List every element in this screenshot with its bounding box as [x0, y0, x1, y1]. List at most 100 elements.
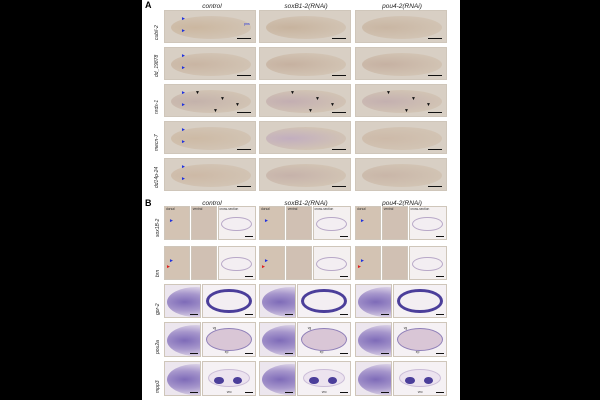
worm-body: [262, 325, 295, 356]
arrowhead-icon: ▼: [220, 96, 225, 102]
scale-bar: [244, 275, 253, 277]
dorsal-image: ► ►: [164, 246, 190, 280]
cross-section-image: [392, 284, 447, 318]
vg-label: vg: [403, 326, 408, 330]
scale-bar: [380, 391, 389, 393]
eye-arrow-icon: ►: [264, 218, 269, 224]
dorsal-image: [164, 322, 201, 357]
worm-body: [266, 127, 346, 150]
cross-section-image: vnc: [201, 361, 256, 396]
panel-b-row-label-text: pou2a: [155, 340, 161, 354]
eye-arrow-icon: ►: [181, 139, 186, 145]
dorsal-image: [259, 284, 296, 318]
cross-section-image: vg ep: [201, 322, 256, 357]
scale-bar: [332, 185, 346, 187]
dorsal-image: ► ►: [355, 246, 381, 280]
ep-label: ep: [224, 350, 229, 354]
cross-section-image: cross-section: [312, 206, 351, 240]
scale-bar: [339, 275, 348, 277]
cross-section-label: cross-section: [219, 207, 239, 211]
dorsal-image: ► ►: [259, 246, 285, 280]
scale-bar: [339, 391, 348, 393]
ventral-label: ventral: [287, 207, 298, 211]
nerve-cord-left: [309, 376, 319, 385]
worm-body: [266, 16, 346, 39]
panel-a-image: ► ►: [164, 121, 256, 154]
nerve-cord-right: [233, 376, 243, 385]
dorsal-image: [355, 284, 392, 318]
dorsal-image: [355, 322, 392, 357]
eye-arrow-icon: ►: [181, 102, 186, 108]
scale-bar: [435, 313, 444, 315]
scale-bar: [435, 391, 444, 393]
scale-bar: [435, 275, 444, 277]
cross-section-image: vnc: [296, 361, 351, 396]
vg-label: vg: [307, 326, 312, 330]
panel-label-a: A: [145, 0, 152, 10]
worm-body: [171, 53, 251, 76]
panel-a-column-soxb1: soxB1-2(RNAi): [284, 3, 328, 10]
eye-arrow-icon: ►: [181, 176, 186, 182]
eye-arrow-icon: ►: [181, 164, 186, 170]
scale-bar: [332, 148, 346, 150]
scale-bar: [428, 111, 442, 113]
eye-arrow-icon: ►: [360, 258, 365, 264]
dorsal-label: dorsal: [357, 207, 366, 211]
cross-section-label: cross-section: [410, 207, 430, 211]
scale-bar: [284, 391, 293, 393]
scale-bar: [237, 185, 251, 187]
scale-bar: [435, 235, 444, 237]
worm-body: [171, 16, 251, 39]
panel-b-column-soxb1: soxB1-2(RNAi): [284, 200, 328, 207]
panel-a-image: ► ►: [164, 47, 256, 80]
panel-b-column-pou4: pou4-2(RNAi): [382, 200, 422, 207]
panel-a-image: [259, 121, 351, 154]
nerve-cord-right: [424, 376, 434, 385]
dorsal-image: [259, 361, 296, 396]
dorsal-image: [259, 322, 296, 357]
eye-arrow-icon: ►: [181, 127, 186, 133]
scale-bar: [332, 74, 346, 76]
panel-a-image: [355, 10, 447, 43]
pns-label: pns: [244, 22, 250, 26]
ventral-image: [381, 246, 408, 280]
scale-bar: [339, 235, 348, 237]
arrowhead-icon: ▼: [290, 90, 295, 96]
dorsal-image: dorsal ►: [259, 206, 285, 240]
eye-arrow-icon: ►: [169, 258, 174, 264]
cross-section-image: [408, 246, 447, 280]
cross-section-outline: [205, 288, 252, 314]
vg-label: vg: [212, 326, 217, 330]
arrowhead-icon: ▼: [213, 108, 218, 114]
worm-body: [167, 325, 200, 356]
scale-bar: [380, 313, 389, 315]
nerve-cord-left: [214, 376, 224, 385]
cross-section-outline: [396, 327, 443, 351]
dorsal-image: [164, 284, 201, 318]
scale-bar: [339, 352, 348, 354]
panel-a-image: ► ►: [164, 10, 256, 43]
worm-body: [362, 164, 442, 187]
panel-a-column-pou4: pou4-2(RNAi): [382, 3, 422, 10]
worm-body: [358, 325, 391, 356]
worm-body: [358, 364, 391, 395]
worm-body: [262, 287, 295, 317]
panel-a-image: [259, 10, 351, 43]
cross-section-image: [217, 246, 256, 280]
scale-bar: [339, 313, 348, 315]
arrowhead-icon: ▼: [330, 102, 335, 108]
eye-arrow-icon: ►: [181, 28, 186, 34]
scale-bar: [244, 313, 253, 315]
panel-a-image: [355, 47, 447, 80]
nerve-cord-left: [405, 376, 415, 385]
scale-bar: [332, 37, 346, 39]
panel-a-image: [355, 158, 447, 191]
figure: A control soxB1-2(RNAi) pou4-2(RNAi) cub…: [142, 0, 460, 400]
scale-bar: [428, 74, 442, 76]
eye-arrow-icon: ►: [181, 90, 186, 96]
scale-bar: [244, 352, 253, 354]
panel-b-row-label-text: brn: [155, 269, 161, 277]
ventral-image: [285, 246, 312, 280]
panel-label-b: B: [145, 198, 152, 208]
dorsal-image: [164, 361, 201, 396]
